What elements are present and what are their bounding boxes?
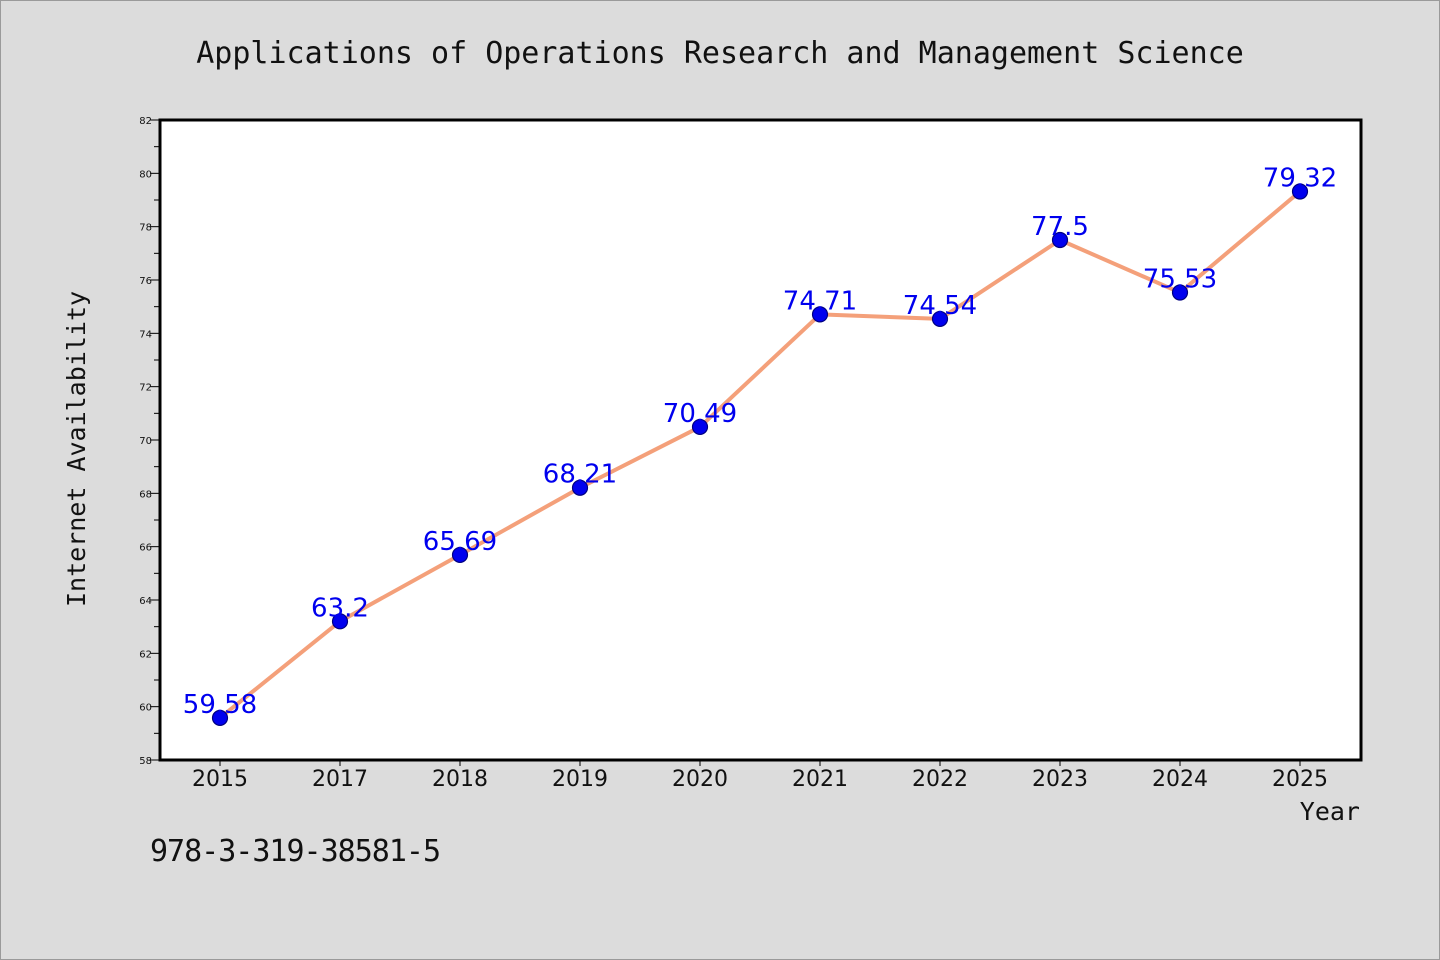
data-label: 68.21 [543,460,617,490]
data-point [1291,183,1309,200]
data-label: 79.32 [1263,163,1337,193]
data-point [691,418,709,436]
data-label: 75.53 [1143,265,1217,295]
data-label: 77.5 [1031,212,1089,242]
x-axis: 2015 2017 2018 2019 2020 2021 2022 2023 2024 2025 [192,760,1328,792]
data-point [1051,231,1069,249]
x-tick-label: 2020 [672,767,728,792]
data-point [331,613,349,630]
plot-area [158,118,1363,762]
data-label: 59.58 [183,690,257,720]
y-tick-label: 76 [139,276,152,287]
x-tick-label: 2023 [1032,767,1088,792]
x-tick-label: 2018 [432,767,488,792]
data-label: 74.71 [783,286,857,316]
data-label: 63.2 [311,593,369,623]
y-axis: 58 60 62 64 66 68 70 72 74 76 78 80 82 [139,116,160,767]
data-label: 65.69 [423,527,497,557]
y-tick-label: 80 [139,169,152,180]
series-line [218,189,1302,720]
data-point [811,306,829,323]
x-tick-label: 2019 [552,767,608,792]
x-tick-label: 2017 [312,767,368,792]
y-tick-label: 78 [139,223,152,234]
x-tick-label: 2015 [192,767,248,792]
x-tick-label: 2025 [1272,767,1328,792]
y-tick-label: 58 [139,756,152,767]
y-tick-label: 62 [139,649,152,660]
data-label: 70.49 [663,399,737,429]
x-tick-label: 2024 [1152,767,1208,792]
y-tick-label: 70 [139,436,152,447]
isbn-footer: 978-3-319-38581-5 [150,834,441,869]
y-tick-label: 66 [139,543,152,554]
y-tick-label: 68 [139,489,152,500]
data-point [1171,284,1189,301]
data-point [571,479,589,496]
y-tick-label: 72 [139,383,152,394]
data-label: 74.54 [903,291,977,321]
y-tick-label: 82 [139,116,152,127]
x-axis-label: Year [1300,797,1360,826]
x-tick-label: 2021 [792,767,848,792]
y-tick-label: 74 [139,329,152,340]
y-axis-label: Internet Availability [62,291,91,607]
data-point [451,546,469,564]
data-point [211,709,229,726]
data-point [931,310,949,328]
y-tick-label: 60 [139,703,152,714]
chart-title: Applications of Operations Research and … [196,36,1244,71]
series-group: 59.58 63.2 65.69 68.21 70.49 74.71 74.54 77.5 75… [183,163,1337,726]
x-tick-label: 2022 [912,767,968,792]
y-tick-label: 64 [139,596,152,607]
